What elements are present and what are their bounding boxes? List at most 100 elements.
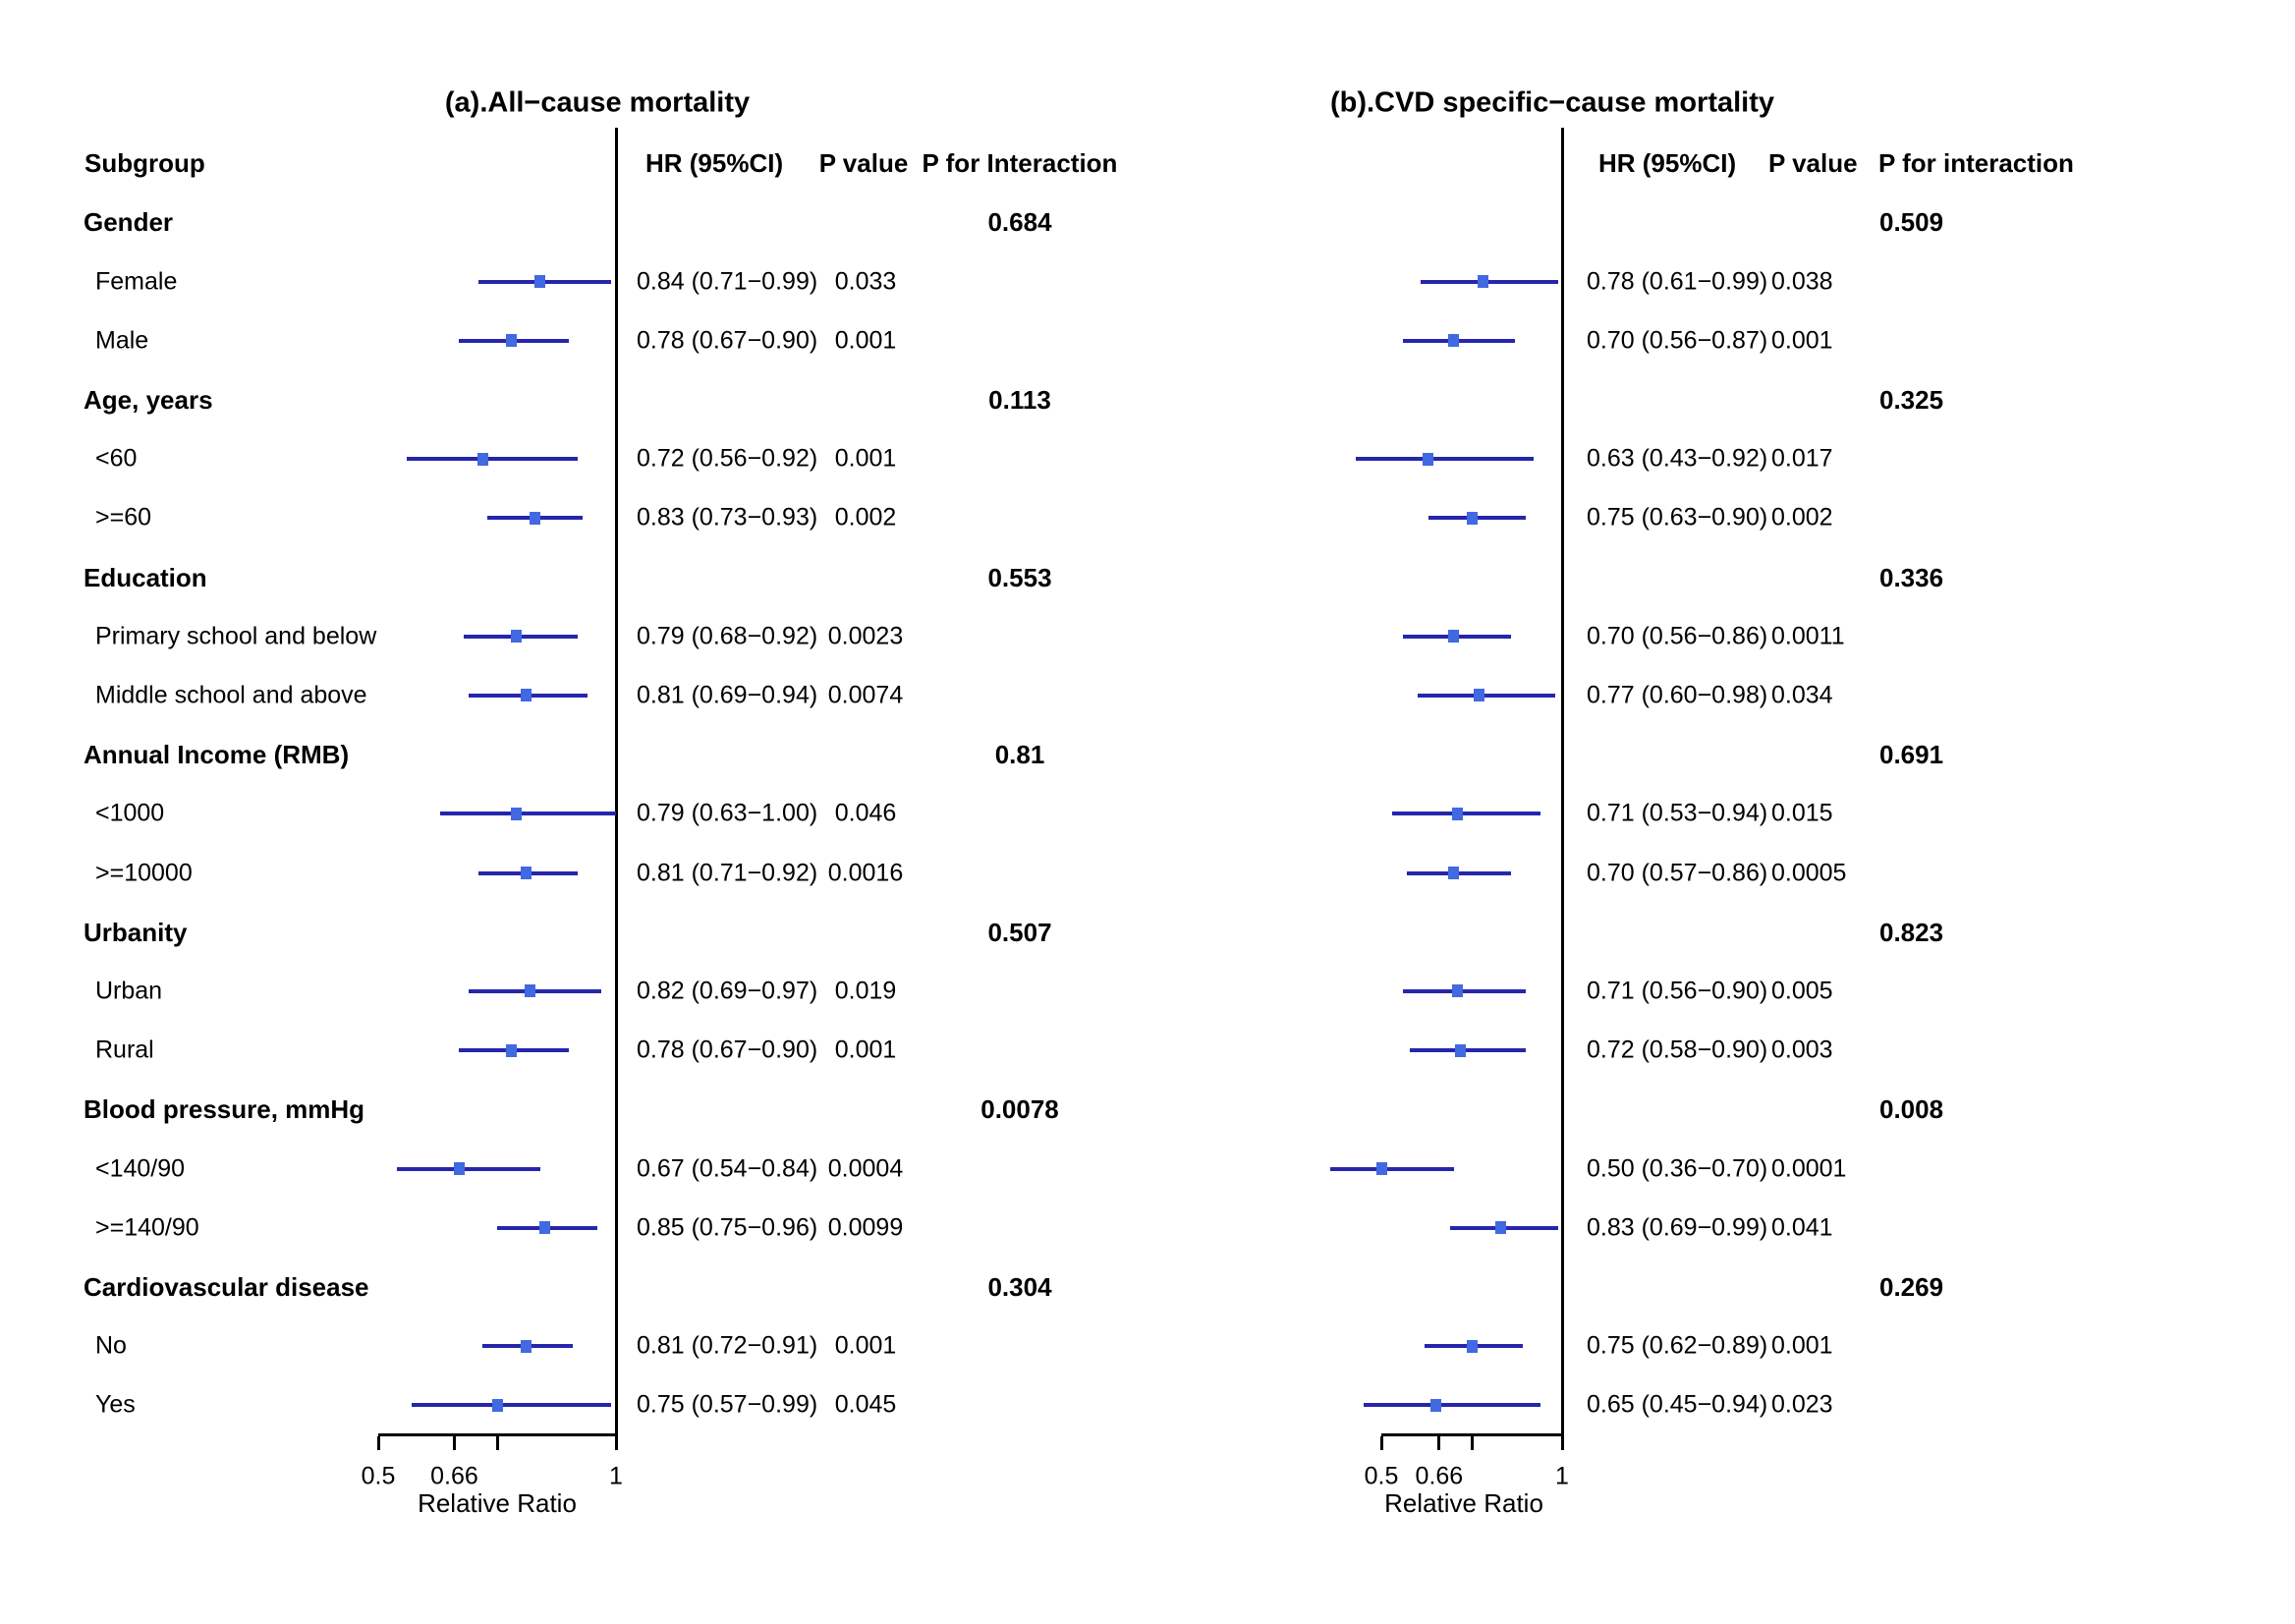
p-value-text: 0.0023 <box>827 622 904 650</box>
p-interaction-value: 0.336 <box>1879 562 1944 592</box>
hr-ci-text: 0.67 (0.54−0.84) <box>637 1154 818 1182</box>
hr-marker <box>1448 334 1460 348</box>
p-value-text: 0.002 <box>1771 503 1833 532</box>
p-value-text: 0.0004 <box>827 1154 904 1182</box>
hr-marker <box>1455 1043 1467 1057</box>
p-interaction-value: 0.269 <box>1879 1271 1944 1302</box>
axis-tick-label: 0.5 <box>361 1462 396 1490</box>
p-value-text: 0.041 <box>1771 1213 1833 1242</box>
p-interaction-value: 0.507 <box>987 917 1052 947</box>
hr-marker <box>1477 275 1488 288</box>
hr-marker <box>530 511 541 525</box>
panel-b-title: (b).CVD specific−cause mortality <box>1329 86 1775 119</box>
hr-ci-text: 0.72 (0.58−0.90) <box>1587 1036 1768 1064</box>
p-value-text: 0.0074 <box>827 681 904 709</box>
hr-marker <box>534 275 546 288</box>
hr-marker <box>491 1398 503 1412</box>
panel-b-column-header-pvalue: P value <box>1768 148 1858 178</box>
p-value-text: 0.001 <box>1771 326 1833 355</box>
subgroup-item-label: Rural <box>95 1036 154 1064</box>
subgroup-group-label: Age, years <box>84 384 213 415</box>
ci-line <box>1417 693 1555 698</box>
hr-ci-text: 0.70 (0.57−0.86) <box>1587 859 1768 886</box>
p-value-text: 0.0005 <box>1771 859 1847 886</box>
p-value-text: 0.001 <box>834 444 897 473</box>
ci-line <box>1356 457 1534 462</box>
hr-marker <box>520 689 532 702</box>
panel-b-x-axis <box>1381 1433 1564 1436</box>
subgroup-item-label: >=10000 <box>95 859 193 886</box>
subgroup-item-label: Middle school and above <box>95 681 367 709</box>
p-value-text: 0.023 <box>1771 1390 1833 1419</box>
subgroup-item-label: <140/90 <box>95 1154 186 1182</box>
panel-a-x-axis-title: Relative Ratio <box>418 1488 577 1518</box>
ci-line <box>1403 338 1516 343</box>
p-value-text: 0.0099 <box>827 1213 904 1242</box>
hr-ci-text: 0.65 (0.45−0.94) <box>1587 1390 1768 1419</box>
hr-marker <box>538 1221 550 1235</box>
panel-a-reference-line <box>614 128 618 1436</box>
ci-line <box>397 1166 540 1171</box>
p-interaction-value: 0.81 <box>994 740 1045 770</box>
ci-line <box>439 812 616 816</box>
hr-marker <box>520 867 532 879</box>
p-value-text: 0.045 <box>834 1390 897 1419</box>
p-value-text: 0.001 <box>834 1331 897 1360</box>
hr-ci-text: 0.81 (0.69−0.94) <box>637 681 818 709</box>
subgroup-group-label: Urbanity <box>84 917 188 947</box>
p-interaction-value: 0.684 <box>987 207 1052 238</box>
hr-marker <box>453 1162 465 1175</box>
axis-tick <box>452 1436 456 1450</box>
hr-marker <box>1451 984 1463 998</box>
p-value-text: 0.019 <box>834 977 897 1005</box>
p-value-text: 0.015 <box>1771 799 1833 827</box>
subgroup-item-label: <60 <box>95 444 138 473</box>
p-value-text: 0.017 <box>1771 444 1833 473</box>
subgroup-group-label: Blood pressure, mmHg <box>84 1094 365 1125</box>
subgroup-item-label: Female <box>95 267 178 295</box>
panel-a-column-header-hr: HR (95%CI) <box>645 148 784 178</box>
p-interaction-value: 0.325 <box>1879 384 1944 415</box>
p-interaction-value: 0.113 <box>988 384 1051 415</box>
hr-ci-text: 0.75 (0.57−0.99) <box>637 1390 818 1419</box>
hr-ci-text: 0.84 (0.71−0.99) <box>637 267 818 295</box>
hr-ci-text: 0.63 (0.43−0.92) <box>1587 444 1768 473</box>
axis-tick-label: 0.66 <box>1415 1462 1464 1490</box>
p-value-text: 0.0011 <box>1771 622 1845 650</box>
p-interaction-value: 0.553 <box>987 562 1052 592</box>
panel-a-column-header-pvalue: P value <box>818 148 909 178</box>
subgroup-item-label: Primary school and below <box>95 622 377 650</box>
subgroup-item-label: No <box>95 1331 127 1360</box>
hr-marker <box>1448 867 1460 879</box>
ci-line <box>1392 812 1540 816</box>
p-value-text: 0.046 <box>834 799 897 827</box>
hr-ci-text: 0.83 (0.69−0.99) <box>1587 1213 1768 1242</box>
hr-ci-text: 0.78 (0.67−0.90) <box>637 1036 818 1064</box>
p-interaction-value: 0.823 <box>1879 917 1944 947</box>
p-value-text: 0.003 <box>1771 1036 1833 1064</box>
ci-line <box>1403 988 1527 993</box>
p-value-text: 0.038 <box>1771 267 1833 295</box>
subgroup-item-label: Male <box>95 326 149 355</box>
hr-marker <box>506 334 518 348</box>
ci-line <box>1421 279 1559 284</box>
ci-line <box>1330 1166 1454 1171</box>
hr-ci-text: 0.71 (0.53−0.94) <box>1587 799 1768 827</box>
hr-ci-text: 0.50 (0.36−0.70) <box>1587 1154 1768 1182</box>
ci-line <box>1427 516 1527 521</box>
hr-marker <box>506 1043 518 1057</box>
p-value-text: 0.002 <box>834 503 897 532</box>
p-value-text: 0.033 <box>834 267 897 295</box>
axis-tick-label: 1 <box>1555 1462 1569 1490</box>
hr-marker <box>1448 630 1460 644</box>
p-value-text: 0.034 <box>1771 681 1833 709</box>
column-header-subgroup: Subgroup <box>84 148 205 178</box>
axis-tick <box>1470 1436 1474 1450</box>
axis-tick <box>614 1436 618 1450</box>
subgroup-group-label: Education <box>84 562 207 592</box>
hr-ci-text: 0.75 (0.63−0.90) <box>1587 503 1768 532</box>
p-value-text: 0.005 <box>1771 977 1833 1005</box>
hr-marker <box>1466 511 1478 525</box>
hr-ci-text: 0.72 (0.56−0.92) <box>637 444 818 473</box>
